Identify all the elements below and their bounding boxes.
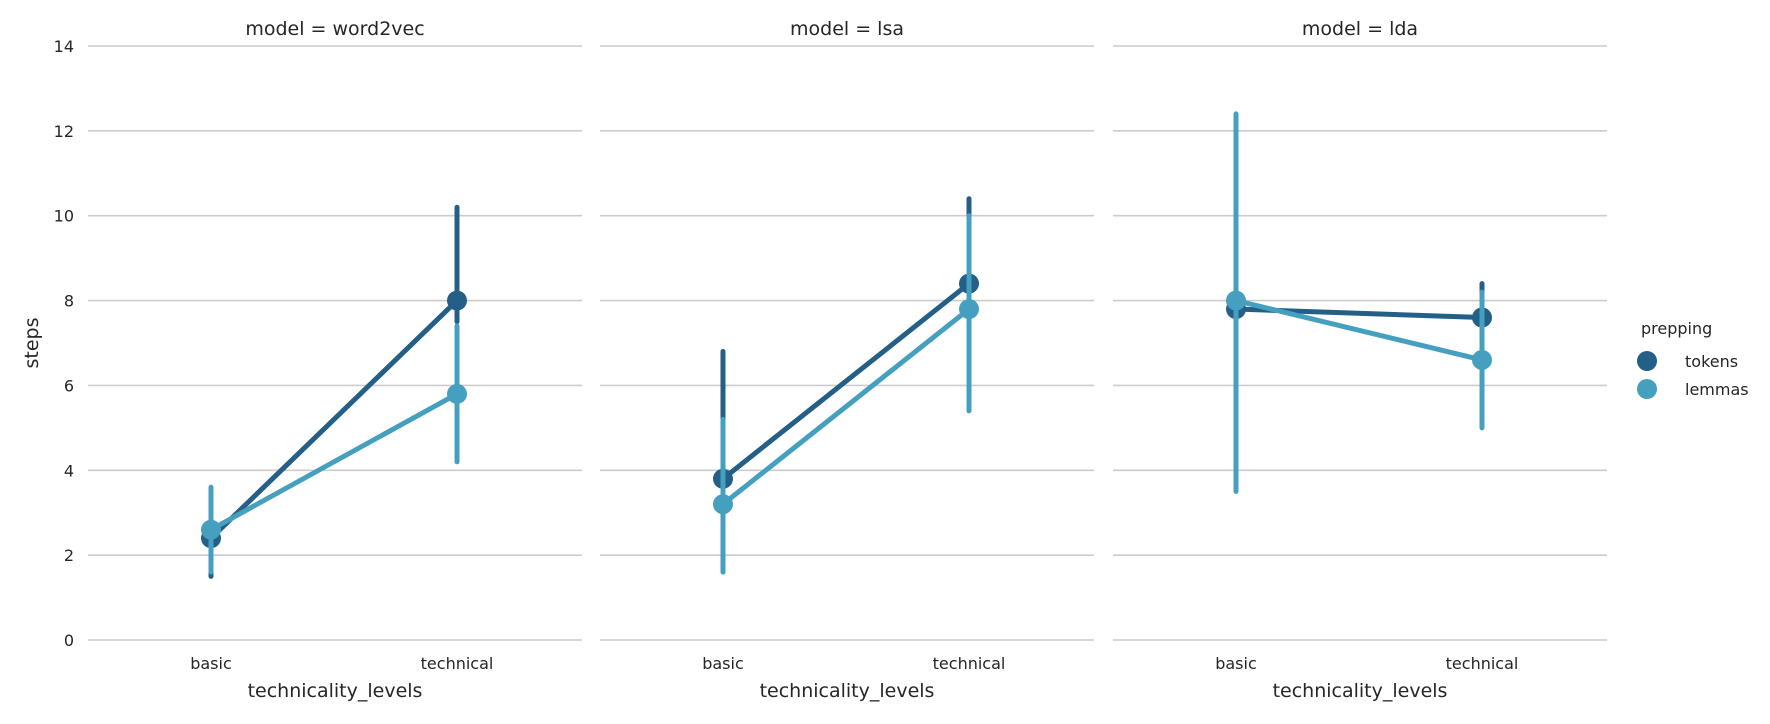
x-tick-label: technical — [933, 654, 1006, 673]
legend-marker-tokens — [1637, 351, 1657, 371]
facet-title: model = word2vec — [245, 18, 424, 40]
x-tick-label: technical — [1446, 654, 1519, 673]
y-tick-label: 10 — [54, 207, 74, 226]
y-tick-label: 14 — [54, 37, 74, 56]
y-tick-label: 8 — [64, 292, 74, 311]
y-tick-label: 6 — [64, 376, 74, 395]
facet-title: model = lsa — [790, 18, 904, 40]
x-axis-label: technicality_levels — [248, 680, 423, 702]
y-axis-label: steps — [21, 318, 43, 369]
data-point-lemmas — [1226, 290, 1246, 311]
data-point-lemmas — [1472, 349, 1492, 370]
y-tick-label: 4 — [64, 461, 74, 480]
facet-title: model = lda — [1302, 18, 1418, 40]
x-tick-label: basic — [702, 654, 744, 673]
series-line-lemmas — [208, 391, 460, 533]
x-tick-label: basic — [190, 654, 232, 673]
x-tick-label: basic — [1215, 654, 1257, 673]
x-tick-label: technical — [421, 654, 494, 673]
legend-title: prepping — [1641, 319, 1712, 338]
series-line-lemmas — [720, 306, 972, 507]
legend-label: lemmas — [1685, 380, 1749, 399]
x-axis-label: technicality_levels — [760, 680, 935, 702]
series-line-tokens — [208, 298, 460, 541]
data-point-lemmas — [447, 383, 467, 404]
legend-label: tokens — [1685, 352, 1738, 371]
y-tick-label: 0 — [64, 631, 74, 650]
legend-marker-lemmas — [1637, 379, 1657, 399]
series-line-lemmas — [1233, 298, 1485, 363]
data-point-lemmas — [201, 519, 221, 540]
data-point-lemmas — [959, 299, 979, 320]
data-point-tokens — [447, 290, 467, 311]
y-tick-label: 2 — [64, 546, 74, 565]
y-tick-label: 12 — [54, 122, 74, 141]
series-line-tokens — [720, 281, 972, 482]
x-axis-label: technicality_levels — [1273, 680, 1448, 702]
data-point-lemmas — [713, 494, 733, 515]
